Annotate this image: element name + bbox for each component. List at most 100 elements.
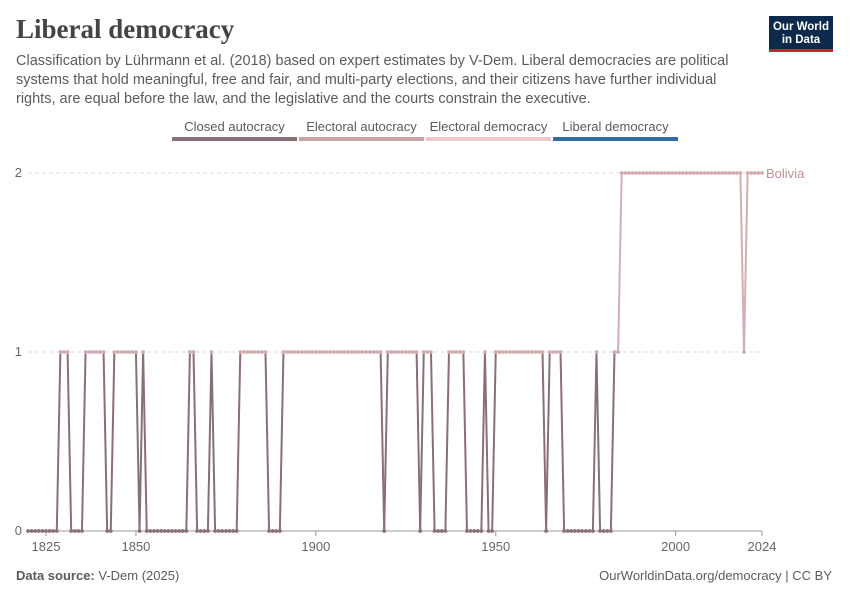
series-segment — [743, 172, 749, 353]
data-point — [231, 529, 235, 533]
data-point — [497, 350, 502, 354]
data-point — [493, 350, 498, 354]
x-tick-label: 1850 — [121, 539, 150, 554]
data-point — [40, 529, 45, 533]
data-point — [385, 350, 390, 354]
legend-label[interactable]: Electoral democracy — [430, 119, 548, 134]
x-tick-label: 1950 — [481, 539, 510, 554]
data-point — [652, 171, 656, 175]
data-point — [26, 529, 30, 533]
series-segment — [541, 351, 548, 532]
data-point — [544, 529, 549, 533]
data-point — [295, 350, 300, 354]
source-value[interactable]: V-Dem (2025) — [98, 568, 180, 583]
data-point — [616, 350, 620, 354]
data-point — [537, 350, 541, 354]
x-tick-label: 2000 — [661, 539, 690, 554]
series-segment — [138, 351, 145, 532]
data-point — [558, 350, 563, 354]
series-segment — [444, 351, 450, 532]
series-segment — [617, 172, 623, 353]
data-point — [339, 350, 343, 354]
data-point — [116, 350, 120, 354]
data-point — [83, 350, 88, 354]
data-point — [58, 350, 63, 354]
data-point — [72, 529, 77, 533]
data-point — [745, 171, 750, 175]
data-point — [605, 529, 610, 533]
data-point — [270, 529, 275, 533]
data-point — [659, 171, 664, 175]
data-point — [241, 350, 246, 354]
data-point — [299, 350, 304, 354]
data-point — [101, 350, 106, 354]
data-point — [371, 350, 376, 354]
data-point — [148, 529, 153, 533]
logo-line-1: Our World — [772, 21, 829, 33]
data-point — [608, 529, 613, 533]
series-segment — [480, 351, 486, 532]
data-point — [328, 350, 333, 354]
data-point — [249, 350, 253, 354]
data-point — [209, 350, 214, 354]
data-point — [756, 171, 761, 175]
data-point — [551, 350, 556, 354]
data-point — [562, 529, 567, 533]
series-label[interactable]: Bolivia — [766, 166, 805, 181]
data-point — [281, 350, 286, 354]
footer-source: Data source: V-Dem (2025) — [16, 568, 179, 583]
data-point — [695, 171, 700, 175]
footer-license[interactable]: OurWorldinData.org/democracy | CC BY — [599, 568, 832, 583]
data-point — [573, 529, 577, 533]
data-point — [601, 529, 606, 533]
legend-swatch — [299, 137, 424, 141]
series-segment — [591, 351, 598, 532]
data-point — [238, 350, 243, 354]
data-point — [321, 350, 325, 354]
data-point — [393, 350, 397, 354]
y-tick-label: 1 — [15, 344, 22, 359]
data-point — [188, 350, 192, 354]
data-point — [252, 350, 257, 354]
data-point — [310, 350, 315, 354]
series-segment — [491, 351, 497, 532]
data-point — [51, 529, 56, 533]
data-point — [461, 350, 466, 354]
data-point — [749, 171, 754, 175]
series-segment — [429, 351, 436, 532]
data-point — [569, 529, 574, 533]
series-segment — [102, 351, 109, 532]
x-tick-label: 1825 — [32, 539, 61, 554]
series-segment — [383, 351, 389, 532]
data-point — [727, 171, 732, 175]
x-tick-label: 1900 — [301, 539, 330, 554]
data-point — [443, 529, 448, 533]
data-point — [357, 350, 361, 354]
chart-subtitle: Classification by Lührmann et al. (2018)… — [16, 53, 729, 107]
owid-logo[interactable]: Our World in Data — [769, 16, 833, 52]
data-point — [331, 350, 336, 354]
data-point — [565, 529, 570, 533]
data-point — [734, 171, 739, 175]
legend-label[interactable]: Closed autocracy — [184, 119, 285, 134]
data-point — [108, 529, 113, 533]
data-point — [648, 171, 653, 175]
data-point — [547, 350, 552, 354]
legend-label[interactable]: Liberal democracy — [562, 119, 669, 134]
data-point — [123, 350, 128, 354]
data-point — [720, 171, 725, 175]
legend-label[interactable]: Electoral autocracy — [306, 119, 417, 134]
data-point — [94, 350, 99, 354]
data-point — [623, 171, 628, 175]
data-point — [411, 350, 415, 354]
legend-swatch — [426, 137, 551, 141]
series-segment — [462, 351, 468, 532]
source-label: Data source: — [16, 568, 95, 583]
series-segment — [379, 351, 386, 532]
data-point — [227, 529, 232, 533]
data-point — [630, 171, 635, 175]
data-point — [598, 529, 602, 533]
data-point — [731, 171, 736, 175]
data-point — [666, 171, 671, 175]
data-point — [213, 529, 217, 533]
